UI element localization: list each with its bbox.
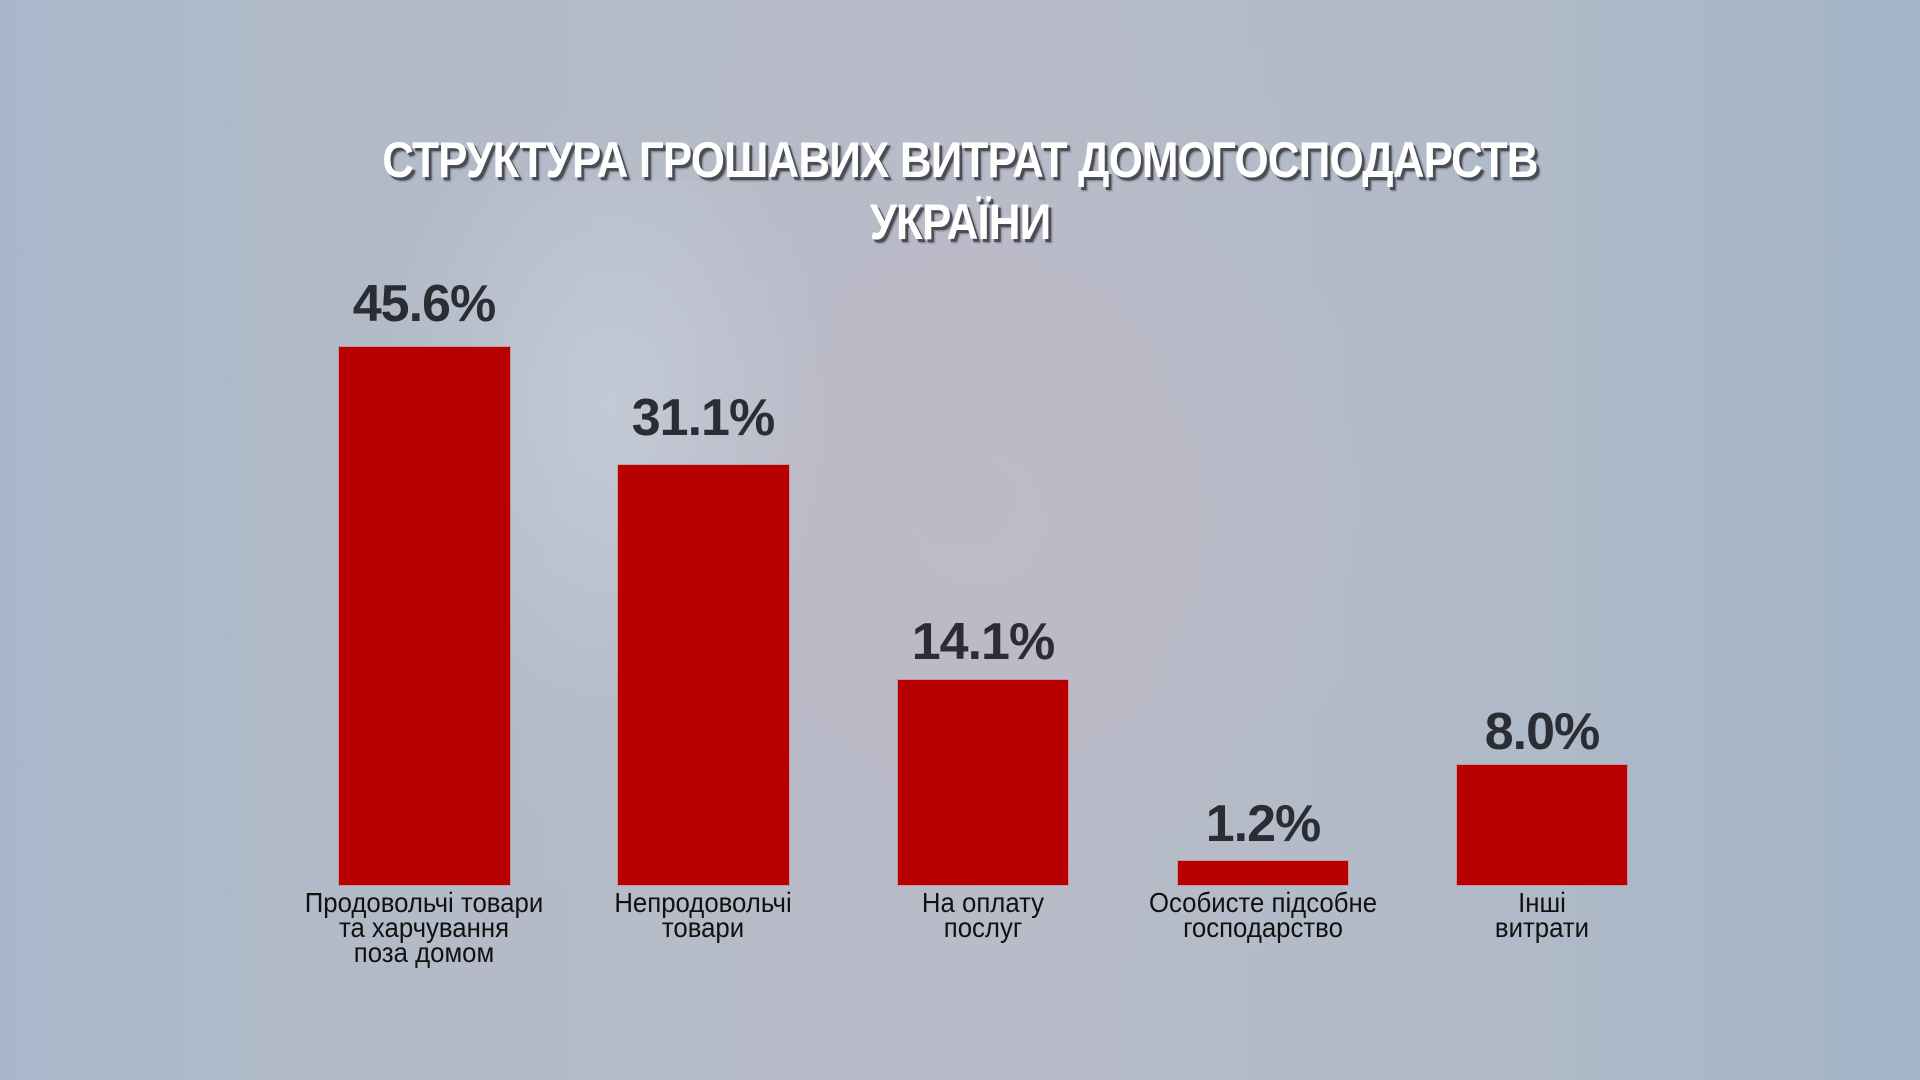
bar-category-label: На оплату послуг — [836, 887, 1130, 943]
bar-category-label: Продовольчі товари та харчування поза до… — [277, 887, 571, 968]
bar-value-label: 14.1% — [911, 613, 1055, 671]
bar-household-plot — [1178, 861, 1348, 885]
bar-category-label: Інші витрати — [1395, 887, 1689, 943]
label-line: Інші — [1518, 887, 1566, 918]
label-line: Продовольчі товари — [304, 887, 544, 918]
bar-value-label: 1.2% — [1205, 795, 1322, 853]
bar-category-label: Непродовольчі товари — [556, 887, 850, 943]
label-line: Непродовольчі — [614, 887, 792, 918]
chart-title-line-2: УКРАЇНИ — [869, 194, 1052, 250]
bar-other — [1457, 765, 1627, 885]
bar-food — [339, 347, 510, 885]
bar-value-label: 45.6% — [352, 275, 496, 333]
label-line: поза домом — [353, 937, 495, 968]
label-line: витрати — [1494, 912, 1590, 943]
label-line: товари — [661, 912, 745, 943]
label-line: господарство — [1183, 912, 1343, 943]
bar-value-label: 8.0% — [1484, 703, 1601, 761]
chart-title-line-1: СТРУКТУРА ГРОШАВИХ ВИТРАТ ДОМОГОСПОДАРСТ… — [382, 132, 1538, 188]
label-line: На оплату — [921, 887, 1045, 918]
label-line: Особисте підсобне — [1148, 887, 1378, 918]
label-line: послуг — [943, 912, 1023, 943]
bar-category-label: Особисте підсобне господарство — [1116, 887, 1410, 943]
label-line: та харчування — [338, 912, 510, 943]
bar-value-label: 31.1% — [631, 389, 775, 447]
bar-non-food — [618, 465, 789, 885]
bar-services — [898, 680, 1068, 885]
